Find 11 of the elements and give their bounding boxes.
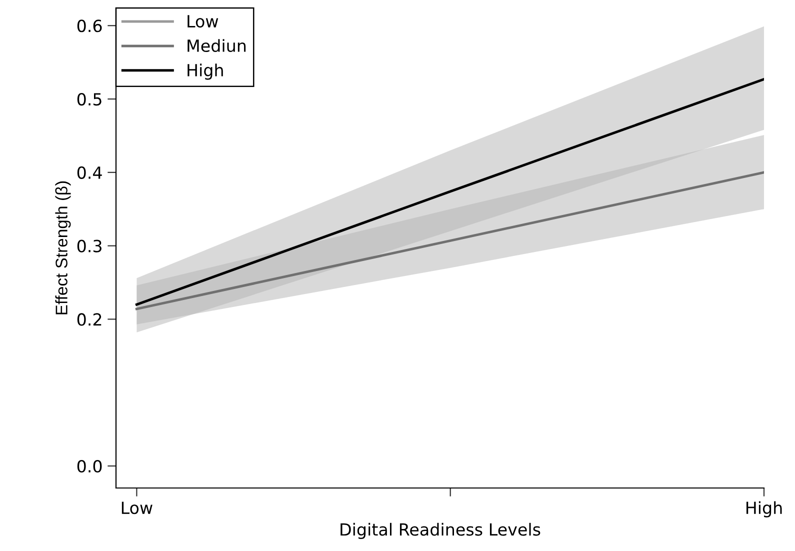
y-tick-label: 0.0	[77, 460, 102, 473]
legend-label: Low	[188, 15, 218, 28]
y-tick-label: 0.4	[77, 166, 102, 179]
y-tick-label: 0.6	[77, 20, 102, 32]
x-axis-title: Digital Readiness Levels	[340, 522, 540, 540]
y-tick-label: 0.3	[77, 240, 102, 252]
y-axis-title: Effect Strength (β)	[55, 181, 71, 314]
legend-label: High	[188, 64, 223, 80]
legend-label: Mediun	[188, 39, 246, 52]
y-tick-label: 0.2	[77, 313, 102, 326]
y-tick-label: 0.5	[77, 92, 102, 106]
